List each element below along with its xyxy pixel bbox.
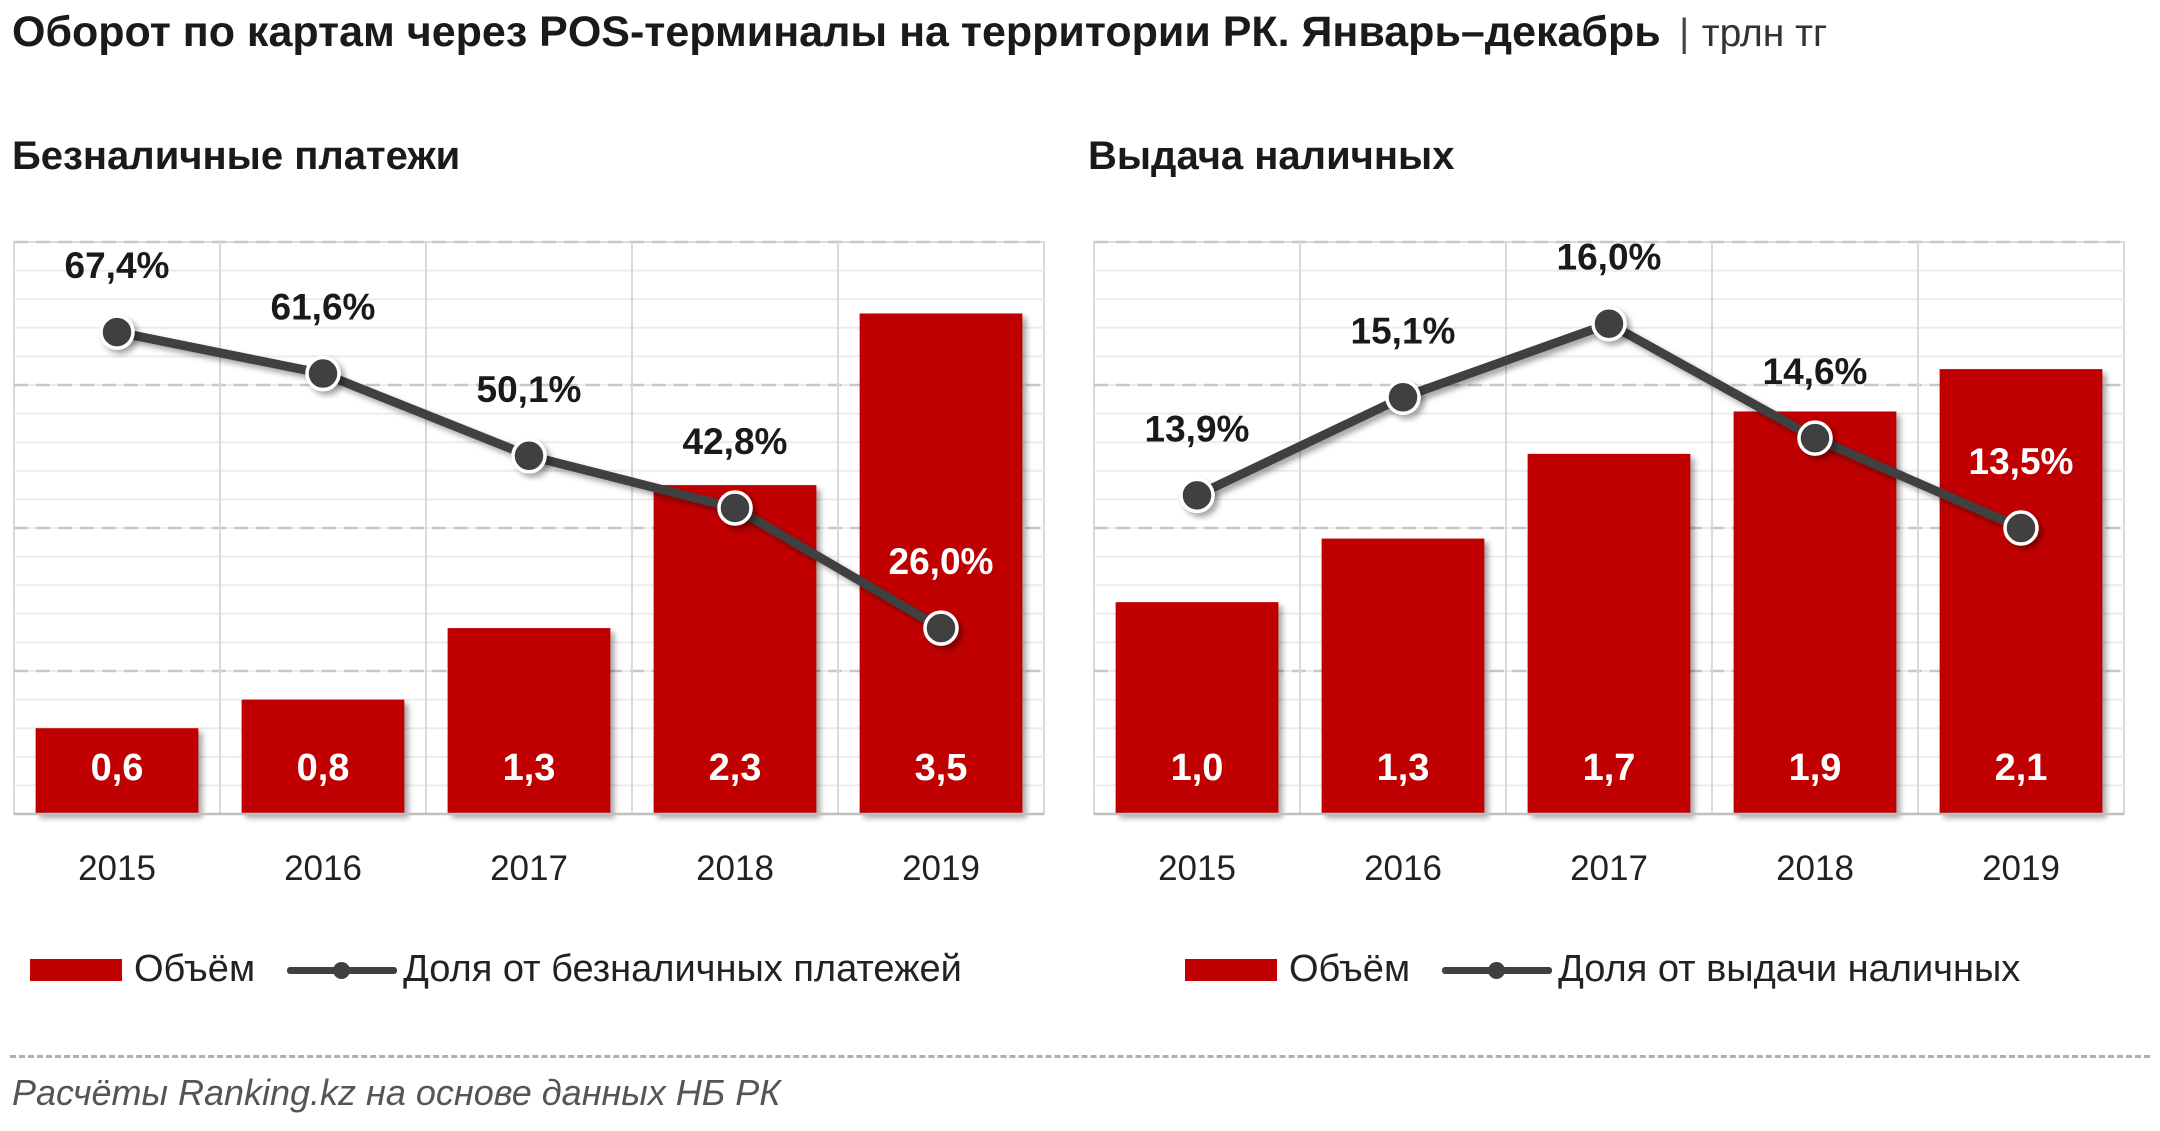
cashless-share-label: 26,0% (889, 541, 994, 582)
cashless-tick-label-2018: 2018 (696, 849, 774, 880)
cash-bar-2016 (1321, 538, 1485, 814)
cashless-tick-label-2019: 2019 (902, 849, 980, 880)
cash-bar-2018 (1733, 411, 1897, 814)
cashless-tick-label-2017: 2017 (490, 849, 568, 880)
cashless-tick-label-2015: 2015 (78, 849, 156, 880)
legend-bar-swatch (30, 958, 122, 981)
cashless-bar-value-label: 3,5 (915, 747, 968, 789)
cash-share-label: 16,0% (1557, 237, 1662, 278)
cashless-share-point-2016 (305, 355, 341, 392)
cash-share-point-2018 (1797, 420, 1833, 456)
legend-line-swatch (1442, 958, 1553, 982)
title-row: Оборот по картам через POS-терминалы на … (12, 8, 1827, 57)
cash-share-point-2017 (1591, 305, 1627, 342)
cash-tick-label-2018: 2018 (1776, 849, 1854, 880)
cash-bar-value-label: 1,0 (1171, 747, 1224, 789)
cash-share-point-2015 (1179, 477, 1215, 514)
footer-divider (10, 1055, 2150, 1058)
cashless-chart: 0,6 0,8 1,3 2,3 3,5 67,4% 61,6% 50,1% 42,8% 26,0%… (13, 240, 1045, 880)
cash-share-point-2016 (1385, 379, 1421, 416)
title-separator: | (1679, 12, 1690, 55)
cashless-share-point-2015 (99, 314, 135, 350)
cashless-tick-label-2016: 2016 (284, 849, 362, 880)
cash-tick-label-2019: 2019 (1982, 849, 2060, 880)
cash-tick-label-2015: 2015 (1158, 849, 1236, 880)
cash-bar-2015 (1115, 602, 1279, 814)
cash-bar-value-label: 1,3 (1377, 747, 1430, 789)
legend-bar-label: Объём (1289, 948, 1411, 990)
cashless-bar-value-label: 0,8 (297, 747, 350, 789)
cashless-bar-2016 (241, 699, 405, 814)
cashless-share-label: 42,8% (683, 421, 788, 462)
chart-title: Оборот по картам через POS-терминалы на … (12, 8, 1661, 56)
cashless-bar-value-label: 0,6 (91, 747, 144, 789)
legend-line-label: Доля от выдачи наличных (1558, 948, 2021, 990)
cash-bar-2019 (1939, 369, 2103, 814)
legend-cashless: Объём Доля от безналичных платежей (30, 948, 962, 991)
cashless-share-label: 67,4% (65, 245, 170, 286)
cashless-bar-2017 (447, 628, 611, 814)
unit-label: трлн тг (1701, 12, 1828, 55)
cash-share-point-2019 (2003, 510, 2039, 546)
source-note: Расчёты Ranking.kz на основе данных НБ Р… (12, 1072, 781, 1113)
cashless-share-point-2018 (717, 490, 753, 526)
cash-share-label: 15,1% (1351, 310, 1456, 351)
legend-line-label: Доля от безналичных платежей (403, 948, 962, 990)
legend-bar-swatch (1185, 958, 1277, 981)
cashless-share-label: 61,6% (271, 287, 376, 328)
cash-tick-label-2016: 2016 (1364, 849, 1442, 880)
cashless-share-point-2017 (511, 438, 547, 474)
cashless-bar-value-label: 2,3 (709, 747, 762, 789)
cash-bar-2017 (1527, 453, 1691, 814)
legend-bar-label: Объём (134, 948, 256, 990)
cash-bar-value-label: 1,7 (1583, 747, 1636, 789)
cashless-bar-2019 (859, 313, 1023, 814)
cash-bar-value-label: 1,9 (1789, 747, 1842, 789)
cashless-bar-2015 (35, 728, 199, 814)
panel-title-cash-withdrawal: Выдача наличных (1088, 134, 1455, 178)
cash-share-label: 13,9% (1145, 408, 1250, 449)
cash-share-label: 13,5% (1969, 441, 2074, 482)
cash-share-label: 14,6% (1763, 351, 1868, 392)
panel-title-cashless: Безналичные платежи (12, 134, 461, 178)
cashless-bar-value-label: 1,3 (503, 747, 556, 789)
legend-cash-withdrawal: Объём Доля от выдачи наличных (1185, 948, 2020, 991)
cash-bar-value-label: 2,1 (1995, 747, 2048, 789)
cashless-share-label: 50,1% (477, 369, 582, 410)
cash-tick-label-2017: 2017 (1570, 849, 1648, 880)
legend-line-swatch (287, 958, 398, 982)
cashless-share-point-2019 (923, 610, 959, 646)
cash-withdrawal-chart: 1,0 1,3 1,7 1,9 2,1 13,9% 15,1% 16,0% 14,6% 13,5%… (1093, 237, 2125, 880)
